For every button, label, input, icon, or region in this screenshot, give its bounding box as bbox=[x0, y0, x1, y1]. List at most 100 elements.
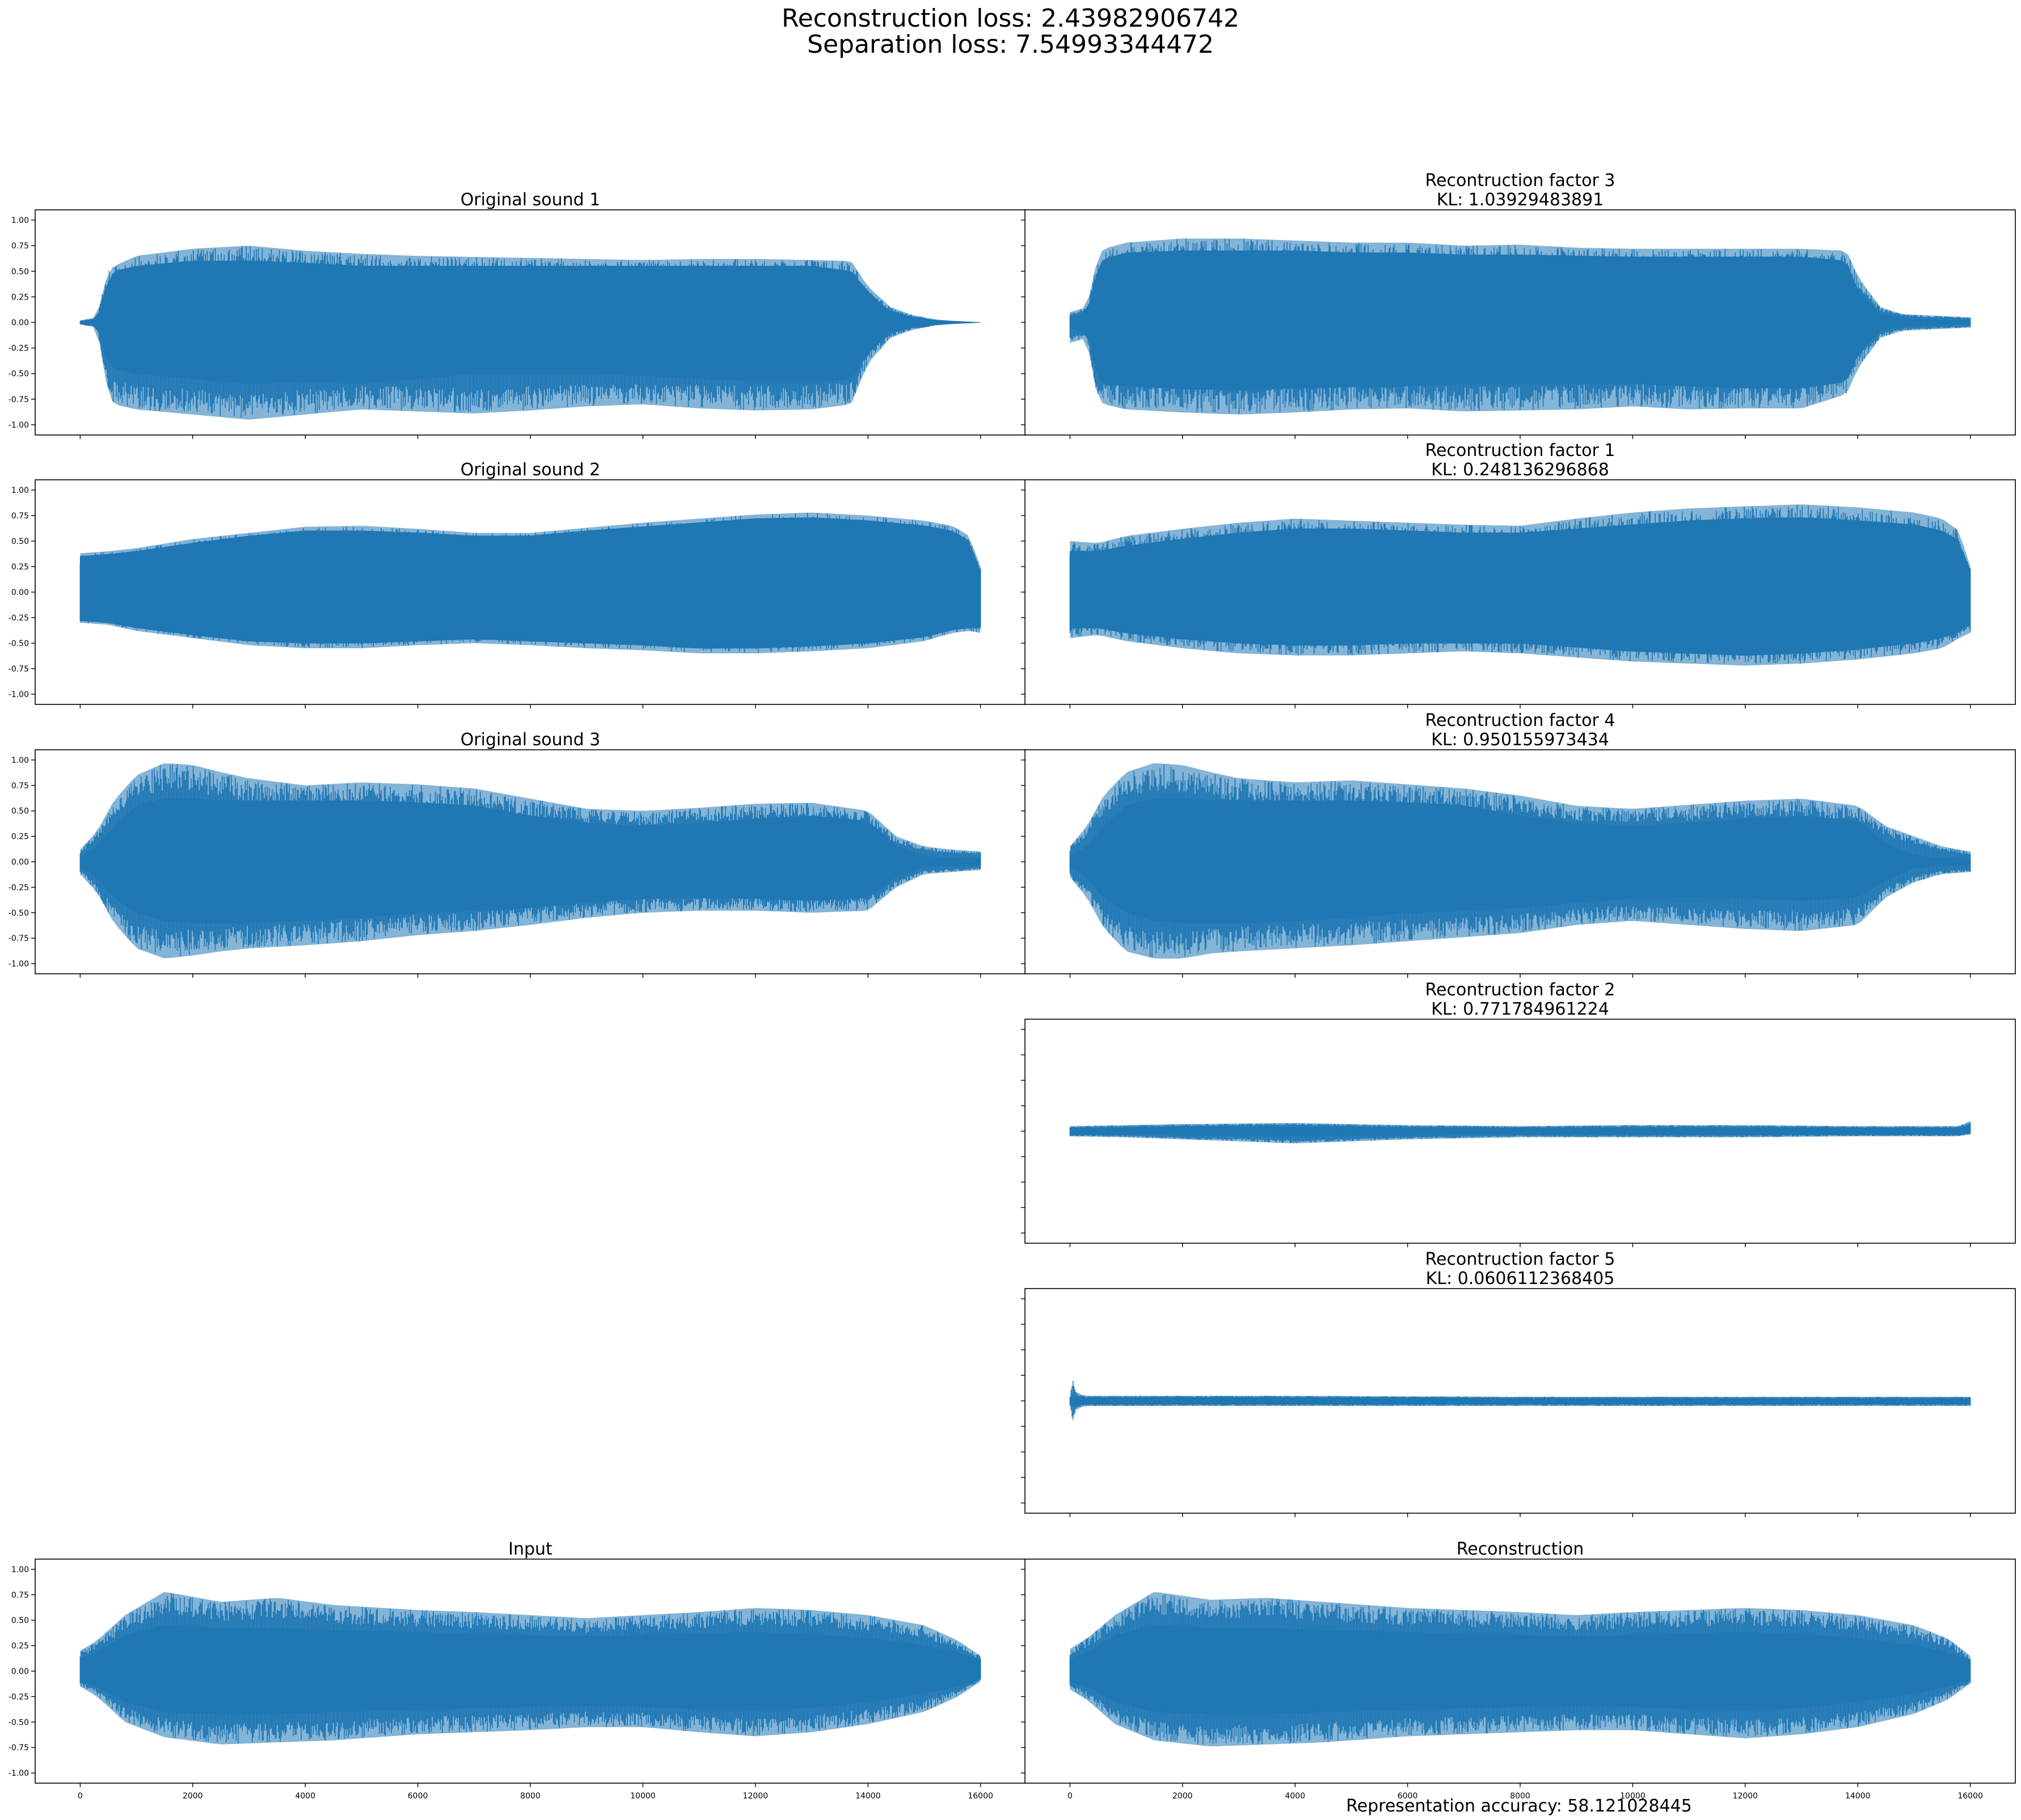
subplot-reconstruction: 0 2000 4000 6000 8000 10000 12000 14000 16000 Rec… bbox=[1021, 1539, 2016, 1801]
core-input bbox=[79, 1625, 981, 1715]
ytick-label-original-sound-2-8: 1.00 bbox=[11, 486, 29, 495]
subplot-title-original-sound-2-0: Original sound 2 bbox=[461, 460, 601, 480]
core-reconstruction bbox=[1069, 1625, 1971, 1715]
core-reconstruction-factor-1 bbox=[1069, 517, 1971, 656]
subplot-title-input-0: Input bbox=[508, 1539, 552, 1559]
subplot-title-reconstruction-factor-4-0: Recontruction factor 4 bbox=[1425, 711, 1615, 730]
ytick-label-original-sound-3-0: -1.00 bbox=[9, 960, 29, 969]
waveform-input bbox=[79, 1592, 981, 1745]
xtick-label-input-5: 10000 bbox=[630, 1792, 656, 1801]
ytick-label-original-sound-2-1: -0.75 bbox=[9, 665, 29, 674]
ytick-label-original-sound-2-3: -0.25 bbox=[9, 614, 29, 623]
ytick-label-original-sound-2-5: 0.25 bbox=[11, 563, 29, 572]
xtick-label-input-0: 0 bbox=[78, 1792, 83, 1801]
subplot-title-reconstruction-factor-5-0: Recontruction factor 5 bbox=[1425, 1249, 1615, 1269]
subplot-reconstruction-factor-4: Recontruction factor 4KL: 0.950155973434 bbox=[1021, 711, 2016, 978]
subplot-title-reconstruction-factor-3-1: KL: 1.03929483891 bbox=[1437, 190, 1604, 210]
ytick-label-original-sound-1-8: 1.00 bbox=[11, 216, 29, 225]
ytick-label-input-0: -1.00 bbox=[9, 1769, 29, 1778]
waveform-original-sound-3 bbox=[79, 763, 981, 958]
core-original-sound-2 bbox=[79, 517, 981, 649]
ytick-label-original-sound-1-1: -0.75 bbox=[9, 395, 29, 404]
waveform-reconstruction-factor-2 bbox=[1069, 1121, 1971, 1143]
core-original-sound-1 bbox=[79, 260, 981, 384]
subplot-input: -1.00 -0.75 -0.50 -0.25 0.00 0.25 0.50 0.75 1.00… bbox=[9, 1539, 1026, 1801]
ytick-label-original-sound-2-6: 0.50 bbox=[11, 537, 29, 546]
xtick-label-input-2: 4000 bbox=[295, 1792, 315, 1801]
xtick-label-reconstruction-8: 16000 bbox=[1957, 1792, 1983, 1801]
ytick-label-input-6: 0.50 bbox=[11, 1616, 29, 1625]
ytick-label-original-sound-3-5: 0.25 bbox=[11, 833, 29, 842]
xtick-label-input-4: 8000 bbox=[520, 1792, 541, 1801]
waveform-original-sound-1 bbox=[79, 246, 981, 420]
subplot-reconstruction-factor-5: Recontruction factor 5KL: 0.060611236840… bbox=[1021, 1249, 2016, 1517]
ytick-label-original-sound-2-4: 0.00 bbox=[11, 588, 29, 597]
waveform-reconstruction bbox=[1069, 1592, 1971, 1747]
subplot-title-reconstruction-factor-4-1: KL: 0.950155973434 bbox=[1431, 730, 1609, 750]
ytick-label-original-sound-3-3: -0.25 bbox=[9, 883, 29, 892]
ytick-label-input-5: 0.25 bbox=[11, 1642, 29, 1651]
waveform-original-sound-2 bbox=[79, 512, 981, 653]
ytick-label-input-7: 0.75 bbox=[11, 1591, 29, 1600]
ytick-label-original-sound-3-7: 0.75 bbox=[11, 782, 29, 791]
ytick-label-original-sound-2-2: -0.50 bbox=[9, 639, 29, 648]
ytick-label-original-sound-2-0: -1.00 bbox=[9, 690, 29, 699]
ytick-label-original-sound-3-2: -0.50 bbox=[9, 909, 29, 918]
subplot-title-original-sound-1-0: Original sound 1 bbox=[461, 190, 601, 210]
ytick-label-input-8: 1.00 bbox=[11, 1565, 29, 1574]
xtick-label-reconstruction-7: 14000 bbox=[1845, 1792, 1871, 1801]
xtick-label-input-7: 14000 bbox=[855, 1792, 881, 1801]
subplot-title-reconstruction-factor-1-1: KL: 0.248136296868 bbox=[1431, 460, 1609, 480]
ytick-label-original-sound-1-3: -0.25 bbox=[9, 344, 29, 353]
subplot-title-reconstruction-factor-2-0: Recontruction factor 2 bbox=[1425, 980, 1615, 1000]
ytick-label-input-4: 0.00 bbox=[11, 1667, 29, 1677]
xtick-label-reconstruction-4: 8000 bbox=[1510, 1792, 1530, 1801]
ytick-label-original-sound-3-6: 0.50 bbox=[11, 807, 29, 816]
waveform-reconstruction-factor-3 bbox=[1069, 238, 1971, 415]
subplot-reconstruction-factor-1: Recontruction factor 1KL: 0.248136296868 bbox=[1021, 441, 2016, 708]
ytick-label-original-sound-1-2: -0.50 bbox=[9, 370, 29, 379]
xtick-label-reconstruction-3: 6000 bbox=[1398, 1792, 1418, 1801]
ytick-label-original-sound-3-1: -0.75 bbox=[9, 934, 29, 943]
core-reconstruction-factor-2 bbox=[1069, 1125, 1971, 1137]
suptitle-line-2: Separation loss: 7.54993344472 bbox=[807, 30, 1214, 59]
ytick-label-original-sound-1-6: 0.50 bbox=[11, 267, 29, 276]
ytick-label-original-sound-2-7: 0.75 bbox=[11, 512, 29, 521]
ytick-label-input-2: -0.50 bbox=[9, 1718, 29, 1727]
waveform-reconstruction-factor-5 bbox=[1069, 1380, 1971, 1420]
ytick-label-original-sound-1-4: 0.00 bbox=[11, 319, 29, 328]
subplot-title-reconstruction-factor-1-0: Recontruction factor 1 bbox=[1425, 441, 1615, 461]
core-reconstruction-factor-5 bbox=[1069, 1396, 1971, 1406]
ytick-label-original-sound-3-4: 0.00 bbox=[11, 858, 29, 867]
xtick-label-reconstruction-6: 12000 bbox=[1733, 1792, 1758, 1801]
xtick-label-input-3: 6000 bbox=[408, 1792, 428, 1801]
xtick-label-input-1: 2000 bbox=[183, 1792, 203, 1801]
suptitle-line-1: Reconstruction loss: 2.43982906742 bbox=[782, 4, 1239, 33]
subplot-title-reconstruction-factor-2-1: KL: 0.771784961224 bbox=[1431, 999, 1609, 1019]
core-original-sound-3 bbox=[79, 798, 981, 923]
xtick-label-reconstruction-1: 2000 bbox=[1172, 1792, 1193, 1801]
xtick-label-reconstruction-0: 0 bbox=[1068, 1792, 1073, 1801]
subplot-title-reconstruction-0: Reconstruction bbox=[1457, 1539, 1584, 1559]
xtick-label-input-8: 16000 bbox=[968, 1792, 993, 1801]
xtick-label-reconstruction-5: 10000 bbox=[1620, 1792, 1646, 1801]
core-reconstruction-factor-3 bbox=[1069, 250, 1971, 391]
ytick-label-original-sound-1-0: -1.00 bbox=[9, 421, 29, 430]
ytick-label-original-sound-1-7: 0.75 bbox=[11, 242, 29, 251]
subplot-original-sound-1: -1.00 -0.75 -0.50 -0.25 0.00 0.25 0.50 0.75 1.00… bbox=[9, 190, 1026, 439]
subplot-reconstruction-factor-3: Recontruction factor 3KL: 1.03929483891 bbox=[1021, 171, 2016, 439]
representation-accuracy-label: Representation accuracy: 58.121028445 bbox=[1346, 1796, 1692, 1816]
xtick-label-reconstruction-2: 4000 bbox=[1285, 1792, 1305, 1801]
ytick-label-original-sound-3-8: 1.00 bbox=[11, 756, 29, 765]
subplot-title-reconstruction-factor-5-1: KL: 0.0606112368405 bbox=[1426, 1269, 1615, 1289]
ytick-label-input-1: -0.75 bbox=[9, 1743, 29, 1753]
xtick-label-input-6: 12000 bbox=[743, 1792, 769, 1801]
subplot-title-reconstruction-factor-3-0: Recontruction factor 3 bbox=[1425, 171, 1615, 191]
ytick-label-original-sound-1-5: 0.25 bbox=[11, 293, 29, 302]
ytick-label-input-3: -0.25 bbox=[9, 1692, 29, 1701]
subplot-title-original-sound-3-0: Original sound 3 bbox=[461, 730, 601, 750]
subplot-original-sound-3: -1.00 -0.75 -0.50 -0.25 0.00 0.25 0.50 0.75 1.00… bbox=[9, 730, 1026, 978]
core-reconstruction-factor-4 bbox=[1069, 798, 1971, 923]
subplot-original-sound-2: -1.00 -0.75 -0.50 -0.25 0.00 0.25 0.50 0.75 1.00… bbox=[9, 460, 1026, 708]
